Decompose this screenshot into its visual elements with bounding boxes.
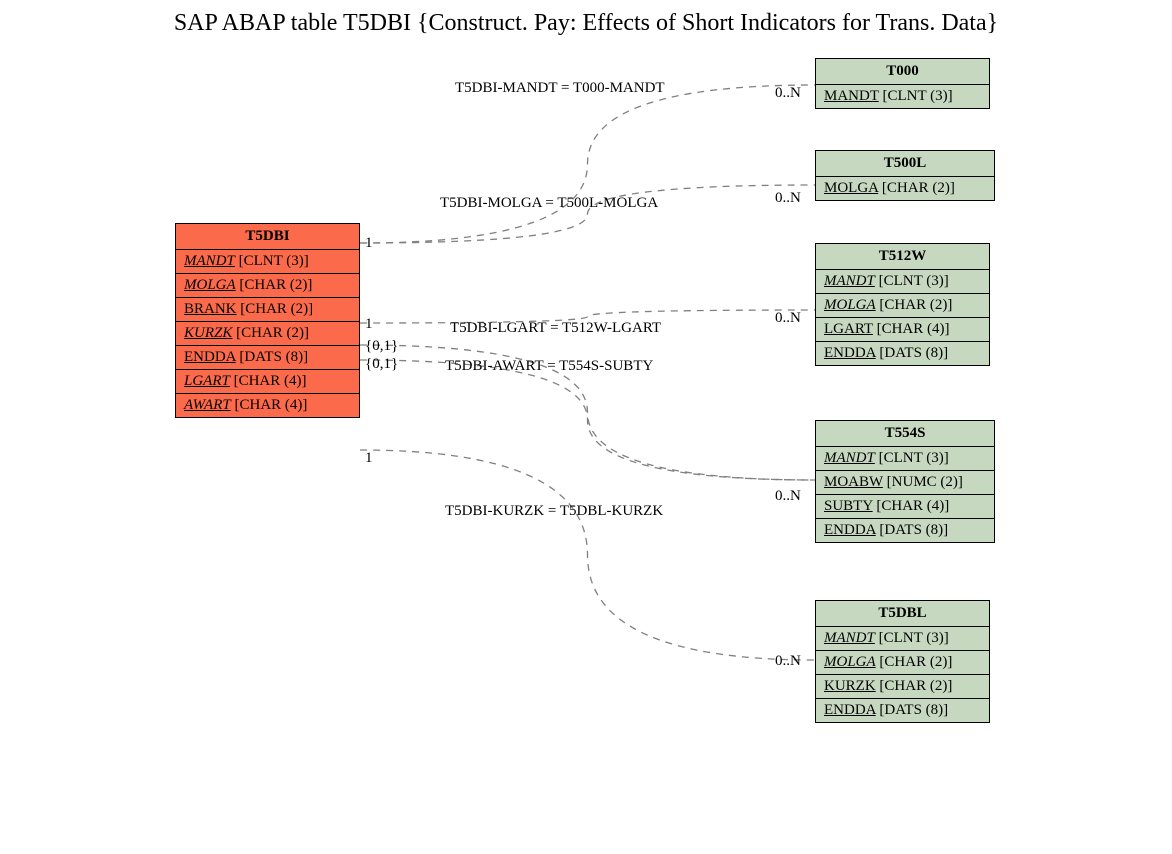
entity-header: T000 xyxy=(816,59,989,85)
table-field: MANDT [CLNT (3)] xyxy=(816,270,989,294)
cardinality-right: 0..N xyxy=(775,190,801,207)
edge-label: T5DBI-MANDT = T000-MANDT xyxy=(455,80,665,97)
cardinality-left: 1 xyxy=(365,316,373,333)
entity-box-t500l: T500LMOLGA [CHAR (2)] xyxy=(815,150,995,201)
cardinality: 0..N xyxy=(775,488,801,505)
edge-label: T5DBI-AWART = T554S-SUBTY xyxy=(445,358,653,375)
entity-header: T500L xyxy=(816,151,994,177)
edge-label: T5DBI-MOLGA = T500L-MOLGA xyxy=(440,195,658,212)
cardinality-left: 1 xyxy=(365,450,373,467)
table-field: ENDDA [DATS (8)] xyxy=(176,346,359,370)
edge-label: T5DBI-KURZK = T5DBL-KURZK xyxy=(445,503,663,520)
table-field: MOLGA [CHAR (2)] xyxy=(816,177,994,200)
table-field: MANDT [CLNT (3)] xyxy=(816,627,989,651)
table-field: LGART [CHAR (4)] xyxy=(816,318,989,342)
table-field: AWART [CHAR (4)] xyxy=(176,394,359,417)
table-field: MANDT [CLNT (3)] xyxy=(816,447,994,471)
entity-header: T5DBL xyxy=(816,601,989,627)
table-field: MOLGA [CHAR (2)] xyxy=(816,294,989,318)
page-title: SAP ABAP table T5DBI {Construct. Pay: Ef… xyxy=(0,10,1172,37)
entity-header: T554S xyxy=(816,421,994,447)
cardinality-left: {0,1} xyxy=(365,338,398,355)
edges-layer xyxy=(0,0,1172,854)
table-field: MOABW [NUMC (2)] xyxy=(816,471,994,495)
entity-box-t554s: T554SMANDT [CLNT (3)]MOABW [NUMC (2)]SUB… xyxy=(815,420,995,543)
table-field: BRANK [CHAR (2)] xyxy=(176,298,359,322)
entity-header: T5DBI xyxy=(176,224,359,250)
table-field: KURZK [CHAR (2)] xyxy=(816,675,989,699)
entity-box-t512w: T512WMANDT [CLNT (3)]MOLGA [CHAR (2)]LGA… xyxy=(815,243,990,366)
table-field: ENDDA [DATS (8)] xyxy=(816,342,989,365)
table-field: ENDDA [DATS (8)] xyxy=(816,519,994,542)
table-field: SUBTY [CHAR (4)] xyxy=(816,495,994,519)
cardinality-right: 0..N xyxy=(775,653,801,670)
cardinality-right: 0..N xyxy=(775,310,801,327)
cardinality-left: 1 xyxy=(365,235,373,252)
entity-box-t5dbi: T5DBIMANDT [CLNT (3)]MOLGA [CHAR (2)]BRA… xyxy=(175,223,360,418)
table-field: MOLGA [CHAR (2)] xyxy=(176,274,359,298)
table-field: KURZK [CHAR (2)] xyxy=(176,322,359,346)
entity-box-t5dbl: T5DBLMANDT [CLNT (3)]MOLGA [CHAR (2)]KUR… xyxy=(815,600,990,723)
edge-label: T5DBI-LGART = T512W-LGART xyxy=(450,320,661,337)
cardinality-right: 0..N xyxy=(775,85,801,102)
table-field: LGART [CHAR (4)] xyxy=(176,370,359,394)
table-field: ENDDA [DATS (8)] xyxy=(816,699,989,722)
table-field: MANDT [CLNT (3)] xyxy=(176,250,359,274)
cardinality-left: {0,1} xyxy=(365,356,398,373)
table-field: MANDT [CLNT (3)] xyxy=(816,85,989,108)
entity-header: T512W xyxy=(816,244,989,270)
entity-box-t000: T000MANDT [CLNT (3)] xyxy=(815,58,990,109)
table-field: MOLGA [CHAR (2)] xyxy=(816,651,989,675)
